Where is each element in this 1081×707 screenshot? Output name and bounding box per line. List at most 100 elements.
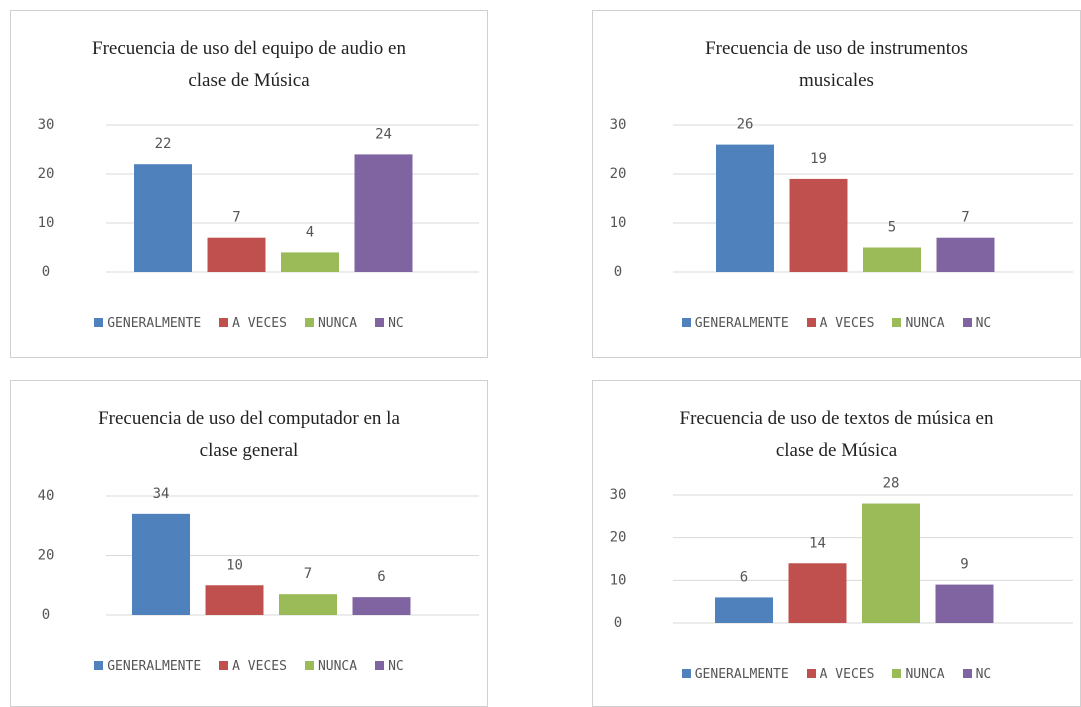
legend-item: NC: [375, 659, 404, 674]
legend-swatch: [219, 661, 229, 670]
y-tick-label: 10: [610, 215, 627, 231]
legend-swatch: [375, 661, 385, 670]
legend-label: NC: [975, 316, 992, 331]
chart-title: Frecuencia de uso del equipo de audio en…: [92, 38, 406, 91]
legend-label: GENERALMENTE: [107, 316, 202, 331]
data-label: 4: [306, 224, 314, 240]
bar: [863, 247, 921, 272]
y-tick-label: 40: [38, 488, 55, 504]
legend-label: A VECES: [819, 316, 875, 331]
data-label: 6: [740, 569, 748, 585]
legend-label: NUNCA: [317, 659, 358, 674]
chart-panel: Frecuencia de uso del computador en la c…: [10, 380, 488, 707]
plot: 0 10 20 30 6 14 28 9: [610, 476, 1073, 631]
legend-swatch: [806, 318, 816, 327]
legend-item: A VECES: [806, 316, 875, 331]
bar: [352, 597, 411, 615]
data-label: 34: [153, 486, 170, 502]
legend-swatch: [892, 318, 902, 327]
y-tick-label: 20: [38, 548, 55, 564]
bar: [789, 178, 848, 272]
legend-swatch: [94, 661, 104, 670]
data-label: 6: [377, 569, 385, 585]
bar: [935, 584, 994, 623]
data-label: 14: [809, 535, 826, 551]
data-label: 10: [226, 557, 243, 573]
legend-swatch: [94, 318, 104, 327]
legend-label: A VECES: [232, 659, 287, 674]
legend-item: A VECES: [219, 316, 287, 331]
data-label: 7: [961, 210, 969, 226]
bar: [281, 252, 339, 272]
legend-swatch: [375, 318, 385, 327]
legend-swatch: [962, 669, 972, 678]
bar: [132, 513, 190, 615]
y-tick-label: 0: [42, 607, 50, 623]
legend-item: NC: [375, 316, 404, 331]
legend-swatch: [681, 318, 691, 327]
bar: [279, 594, 337, 615]
legend-item: NC: [962, 316, 992, 331]
y-tick-label: 20: [610, 166, 627, 182]
data-label: 22: [155, 136, 172, 152]
legend-label: A VECES: [819, 667, 875, 682]
chart-panel: Frecuencia de uso de textos de música en…: [592, 380, 1081, 707]
legend-swatch: [304, 318, 314, 327]
y-tick-label: 0: [614, 264, 622, 280]
legend: GENERALMENTE A VECES NUNCA NC: [593, 667, 1080, 682]
data-label: 7: [304, 566, 312, 582]
legend-item: NUNCA: [892, 667, 945, 682]
bar: [207, 237, 266, 272]
chart-panel: Frecuencia de uso de instrumentos musica…: [592, 10, 1081, 358]
legend-item: GENERALMENTE: [94, 659, 201, 674]
bar: [936, 237, 995, 272]
y-tick-label: 10: [38, 215, 55, 231]
plot: 0 10 20 30 26 19 5 7: [610, 117, 1073, 280]
legend-item: A VECES: [806, 667, 875, 682]
legend-label: A VECES: [232, 316, 287, 331]
y-tick-label: 30: [610, 117, 627, 133]
bar: [716, 144, 774, 272]
plot: 0 10 20 30 22 7 4 24: [38, 117, 479, 280]
legend-item: GENERALMENTE: [681, 316, 789, 331]
legend-label: NC: [975, 667, 992, 682]
bar: [205, 585, 264, 615]
legend-swatch: [892, 669, 902, 678]
legend-label: NC: [388, 316, 404, 331]
y-tick-label: 20: [610, 530, 627, 546]
legend-label: GENERALMENTE: [694, 667, 789, 682]
y-tick-label: 30: [38, 117, 55, 133]
bar: [354, 154, 413, 272]
legend-label: NUNCA: [905, 667, 945, 682]
bar: [134, 164, 192, 272]
y-tick-label: 10: [610, 572, 627, 588]
legend: GENERALMENTE A VECES NUNCA NC: [593, 316, 1080, 331]
legend-label: GENERALMENTE: [107, 659, 202, 674]
y-tick-label: 30: [610, 487, 627, 503]
legend-item: NC: [962, 667, 992, 682]
bar: [788, 563, 847, 623]
data-label: 5: [888, 220, 896, 236]
chart-title: Frecuencia de uso de instrumentos musica…: [705, 38, 968, 91]
legend-swatch: [962, 318, 972, 327]
chart-panel: Frecuencia de uso del equipo de audio en…: [10, 10, 488, 358]
data-label: 24: [375, 126, 392, 142]
legend: GENERALMENTE A VECES NUNCA NC: [11, 316, 487, 331]
legend-label: NUNCA: [905, 316, 945, 331]
data-label: 26: [737, 117, 754, 133]
legend-item: NUNCA: [304, 659, 358, 674]
legend-item: NUNCA: [892, 316, 945, 331]
bar: [862, 503, 920, 623]
chart-title: Frecuencia de uso de textos de música en…: [679, 408, 994, 461]
legend-item: GENERALMENTE: [681, 667, 789, 682]
data-label: 28: [883, 476, 900, 492]
data-label: 19: [810, 151, 827, 167]
legend-label: GENERALMENTE: [694, 316, 789, 331]
bar: [715, 597, 773, 623]
data-label: 7: [232, 210, 240, 226]
legend-item: GENERALMENTE: [94, 316, 201, 331]
legend-item: A VECES: [219, 659, 287, 674]
y-tick-label: 0: [614, 615, 622, 631]
legend-label: NC: [388, 659, 404, 674]
